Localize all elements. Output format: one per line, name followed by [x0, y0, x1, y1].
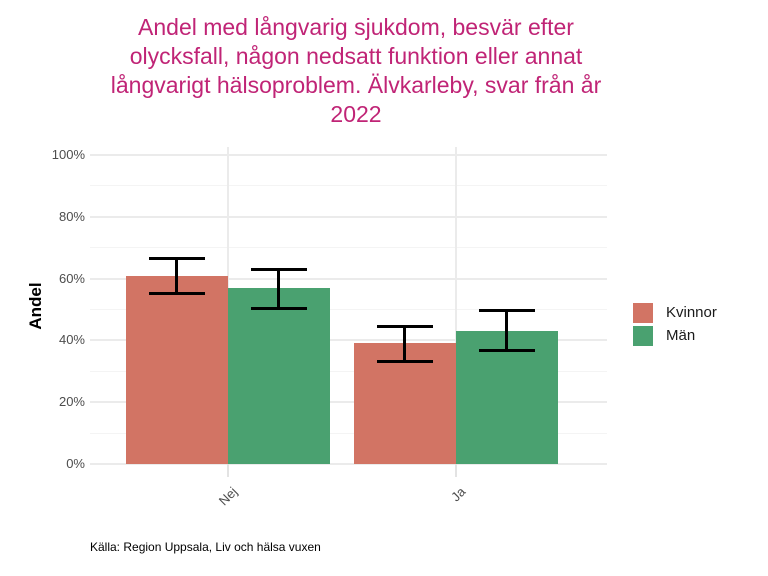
legend-swatch-man	[633, 325, 653, 346]
error-bar-cap-bottom	[376, 359, 433, 363]
y-tick-label: 20%	[58, 394, 85, 410]
legend-swatch-kvinnor	[633, 302, 653, 323]
chart-title-line: 2022	[330, 101, 382, 127]
legend-item-kvinnor: Kvinnor	[633, 302, 717, 323]
legend: Kvinnor Män	[633, 302, 717, 348]
y-tick-label: 100%	[51, 147, 85, 162]
gridline-minor	[90, 247, 607, 249]
chart-title-line: Andel med långvarig sjukdom, besvär efte…	[138, 14, 574, 40]
gridline-major	[90, 215, 607, 218]
error-bar-whisker	[505, 310, 508, 351]
source-note: Källa: Region Uppsala, Liv och hälsa vux…	[90, 540, 321, 554]
gridline-minor	[90, 185, 607, 187]
legend-label-kvinnor: Kvinnor	[666, 304, 717, 321]
legend-item-man: Män	[633, 325, 717, 346]
y-tick-label: 80%	[58, 208, 85, 224]
error-bar-whisker	[175, 258, 178, 294]
gridline-minor	[90, 432, 607, 434]
gridline-vertical	[454, 147, 457, 464]
x-axis-tick	[454, 464, 457, 477]
chart-title-line: långvarigt hälsoproblem. Älvkarleby, sva…	[110, 72, 602, 98]
bar-kvinnor-nej	[125, 275, 228, 464]
error-bar-cap-top	[148, 257, 205, 260]
bar-män-nej	[227, 287, 330, 464]
gridline-major	[90, 339, 607, 342]
gridline-major	[90, 463, 607, 465]
error-bar-whisker	[277, 269, 280, 309]
error-bar-cap-bottom	[478, 349, 535, 353]
chart-title: Andel med långvarig sjukdom, besvär efte…	[0, 13, 712, 129]
y-tick-label: 40%	[58, 332, 85, 348]
error-bar-whisker	[403, 326, 406, 362]
gridline-major	[90, 401, 607, 404]
bar-kvinnor-ja	[353, 343, 456, 464]
x-tick-label-ja: Ja	[447, 484, 469, 505]
error-bar-cap-top	[478, 309, 535, 313]
error-bar-cap-top	[376, 324, 433, 328]
gridline-minor	[90, 370, 607, 372]
bar-män-ja	[455, 331, 558, 464]
legend-label-man: Män	[666, 327, 696, 344]
y-tick-label: 0%	[66, 456, 85, 471]
y-tick-label: 60%	[58, 270, 85, 286]
gridline-minor	[90, 309, 607, 310]
error-bar-cap-top	[250, 267, 307, 271]
x-axis-tick	[226, 464, 229, 477]
chart-title-line: olycksfall, någon nedsatt funktion eller…	[129, 43, 583, 69]
gridline-major	[90, 277, 607, 280]
error-bar-cap-bottom	[148, 291, 205, 295]
error-bar-cap-bottom	[250, 307, 307, 311]
x-tick-label-nej: Nej	[215, 484, 241, 509]
gridline-major	[90, 154, 607, 156]
